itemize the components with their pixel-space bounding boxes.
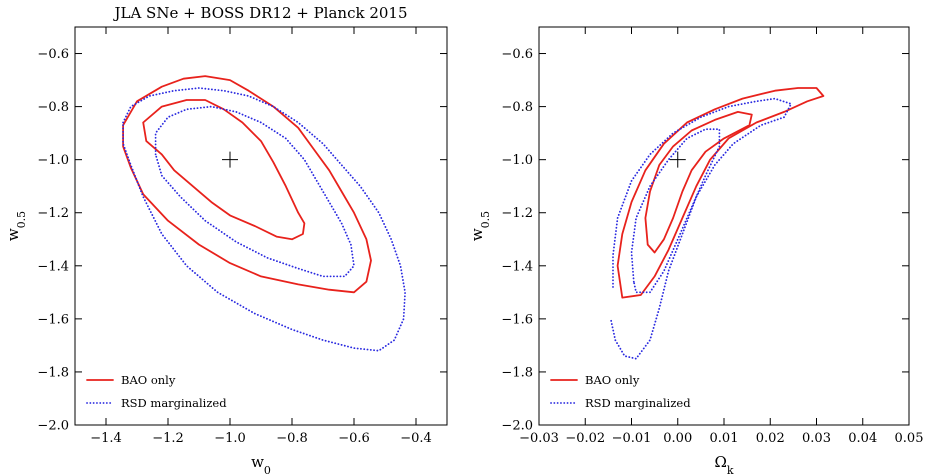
chart-panel-2: −0.03 −0.02 −0.01 0.00 0.01 0.02 0.03 0.04 0.05 −… [468,26,924,475]
legend: BAO only RSD marginalized [86,373,227,410]
x-tick-label: −0.01 [612,431,652,446]
x-tick-label: 0.04 [848,431,877,446]
x-tick-label: −1.2 [152,431,184,446]
y-tick-label: −0.8 [37,100,69,115]
x-axis-label-main: w [251,453,264,471]
y-tick-label: −1.4 [501,259,533,274]
y-tick-label: −1.6 [501,312,533,327]
chart-panel-1: JLA SNe + BOSS DR12 + Planck 2015 −1.4 −1.… [4,4,448,475]
bao-only-contour-2sigma [122,75,372,294]
rsd-marginalized-contour-1sigma [154,105,355,278]
y-tick-label: −1.2 [501,206,533,221]
x-tick-label: −0.8 [276,431,308,446]
x-tick-label: 0.05 [895,431,924,446]
y-tick-label: −1.4 [37,259,69,274]
x-tick-label: −1.4 [90,431,122,446]
x-axis-label-subscript: 0 [264,464,271,475]
legend-entry-label: BAO only [585,373,640,387]
y-tick-label: −1.0 [501,153,533,168]
y-tick-label: −0.8 [501,100,533,115]
y-axis-label-main: w [4,228,22,241]
x-tick-label: 0.03 [802,431,831,446]
x-tick-label: −0.6 [338,431,370,446]
x-tick-label: −1.0 [214,431,246,446]
plot-frame [74,26,448,426]
legend-entry-label: BAO only [121,373,176,387]
y-axis-label-subscript: 0.5 [479,211,492,229]
y-axis-label: w0.5 [468,211,492,241]
legend-entry-label: RSD marginalized [585,396,691,410]
rsd-marginalized-contour-2sigma [122,87,406,352]
y-tick-label: −1.2 [37,206,69,221]
legend: BAO only RSD marginalized [550,373,691,410]
y-axis-label-main: w [468,228,486,241]
x-tick-label: −0.03 [519,431,559,446]
plot-frame [538,26,910,426]
bao-only-contour-1sigma [644,111,753,254]
fiducial-cross-marker [669,151,686,168]
x-tick-label: 0.00 [663,431,692,446]
y-axis-label-subscript: 0.5 [15,211,28,229]
chart-title: JLA SNe + BOSS DR12 + Planck 2015 [112,4,407,22]
x-axis-label: w0 [251,453,271,475]
legend-entry-label: RSD marginalized [121,396,227,410]
x-axis-label-subscript: k [727,464,734,475]
y-tick-label: −1.6 [37,312,69,327]
y-axis-label: w0.5 [4,211,28,241]
rsd-marginalized-contour-2sigma [609,97,792,360]
bao-only-contour-1sigma [142,99,306,241]
x-tick-label: 0.02 [756,431,785,446]
y-tick-label: −0.6 [501,47,533,62]
fiducial-cross-marker [222,151,238,168]
x-tick-label: 0.01 [710,431,739,446]
contour-group [609,87,825,360]
y-tick-label: −2.0 [37,419,69,434]
x-axis-label-main: Ω [714,453,726,471]
y-tick-label: −1.8 [37,365,69,380]
y-tick-label: −0.6 [37,47,69,62]
rsd-marginalized-contour-1sigma [630,128,721,294]
bao-only-contour-2sigma [616,87,825,299]
x-tick-label: −0.02 [565,431,605,446]
x-axis-label: Ωk [714,453,733,475]
x-tick-label: −0.4 [400,431,432,446]
y-tick-label: −2.0 [501,419,533,434]
y-tick-label: −1.8 [501,365,533,380]
contour-group [122,75,406,352]
y-tick-label: −1.0 [37,153,69,168]
